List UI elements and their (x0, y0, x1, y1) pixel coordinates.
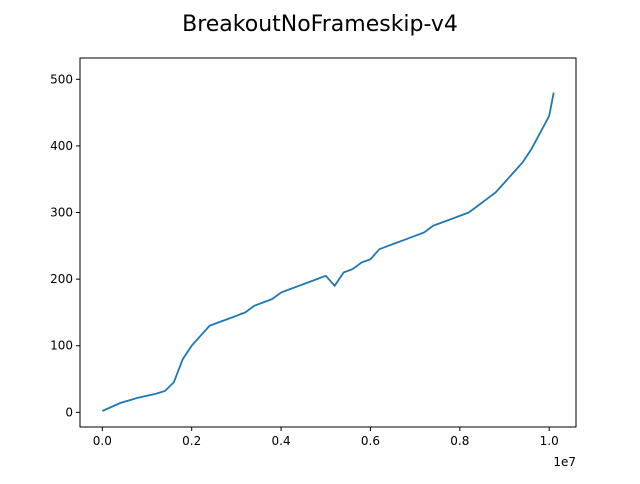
x-tick-label: 0.8 (450, 434, 469, 448)
x-multiplier-label: 1e7 (553, 455, 576, 469)
chart-title: BreakoutNoFrameskip-v4 (182, 12, 458, 37)
y-tick-label: 100 (50, 339, 73, 353)
series-line (101, 92, 555, 412)
y-tick-label: 400 (50, 139, 73, 153)
x-axis: 0.0 0.2 0.4 0.6 0.8 1.0 (93, 427, 559, 448)
x-tick-label: 0.2 (182, 434, 201, 448)
y-tick-label: 300 (50, 206, 73, 220)
y-tick-label: 0 (65, 405, 73, 419)
y-axis: 0 100 200 300 400 500 (50, 72, 80, 419)
y-tick-label: 200 (50, 272, 73, 286)
x-tick-label: 0.4 (272, 434, 291, 448)
x-tick-label: 0.6 (361, 434, 380, 448)
y-tick-label: 500 (50, 72, 73, 86)
x-tick-label: 1.0 (540, 434, 559, 448)
plot-frame (79, 57, 577, 428)
x-tick-label: 0.0 (93, 434, 112, 448)
